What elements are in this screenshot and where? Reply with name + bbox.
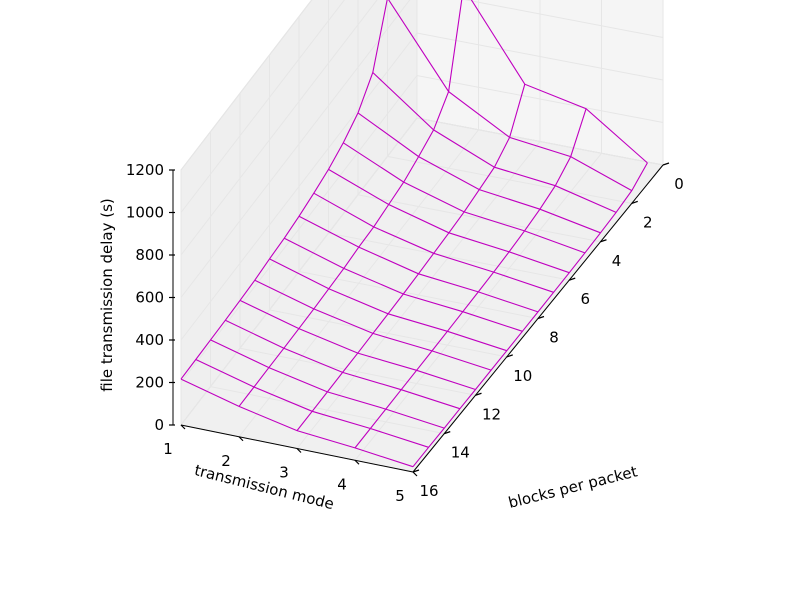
z-tick-label-4: 800 [135,246,164,264]
gridlines [180,0,664,473]
wire-mode-line-1 [238,0,463,407]
y-gridline-5 [269,54,507,358]
wire-block-line-5 [328,168,570,274]
y-gridline-6 [239,93,476,396]
y-tick-8 [412,469,420,473]
y-gridline-3 [328,0,570,281]
z-tick-label-3: 600 [135,289,164,307]
z-gridline-5 [180,0,345,213]
z-gridline-4 [180,0,378,256]
wire-block-line-8 [284,237,523,332]
z-tick-label-6: 1200 [126,161,164,179]
z-tick-label-5: 1000 [126,204,164,222]
x-tick-4 [412,471,418,477]
wire-block-line-10 [254,279,492,371]
y-tick-7 [444,431,451,435]
x-tick-label-3: 4 [337,475,347,493]
z-gridline-3 [180,0,664,298]
y-gridline-4 [298,16,539,319]
y-tick-label-4: 8 [549,329,559,347]
wire-block-line-7 [298,215,539,313]
y-tick-label-3: 6 [580,290,590,308]
wire-block-line-1 [388,0,633,192]
y-axis-label: blocks per packet [506,462,639,511]
z-tick-label-0: 0 [154,416,164,434]
z-gridline-6 [180,0,313,171]
z-axis-label: file transmission delay (s) [98,198,116,391]
tick-marks [169,162,670,477]
y-gridline-1 [387,0,632,204]
wire-mode-line-0 [180,0,388,380]
y-tick-label-2: 4 [612,252,622,270]
y-tick-4 [537,315,545,320]
wire-block-line-14 [195,359,429,448]
wire-block-line-13 [210,339,445,429]
y-gridline-2 [357,0,601,243]
x-tick-label-4: 5 [395,487,405,505]
y-tick-label-6: 12 [482,405,501,423]
y-gridline-7 [210,131,445,435]
z-tick-label-2: 400 [135,331,164,349]
wireframe-surface [180,0,648,468]
y-tick-5 [506,354,513,358]
y-tick-label-0: 0 [674,175,684,193]
wire-mode-line-3 [354,108,587,449]
x-tick-2 [296,448,302,453]
wire-block-line-4 [343,142,586,254]
axis-panes [180,0,664,473]
x-tick-label-1: 2 [221,452,231,470]
wire-mode-line-2 [296,84,526,431]
wire-block-line-11 [239,299,476,391]
y-tick-label-1: 2 [643,213,653,231]
x-tick-label-0: 1 [163,440,173,458]
x-tick-1 [238,436,244,442]
x-tick-3 [354,459,360,465]
y-tick-2 [600,239,607,243]
y-tick-6 [475,392,482,396]
wire-block-line-9 [269,258,507,352]
y-tick-label-5: 10 [513,367,532,385]
wire-block-line-2 [372,72,617,213]
y-tick-0 [662,162,670,166]
y-tick-3 [569,277,576,281]
wire-block-line-3 [357,112,601,234]
x-tick-0 [180,424,186,430]
x-tick-label-2: 3 [279,464,289,482]
wire-mode-line-4 [412,162,648,468]
y-tick-label-8: 16 [419,482,438,500]
y-tick-1 [631,200,638,204]
z-tick-label-1: 200 [135,374,164,392]
wire-block-line-15 [180,378,414,468]
x-axis-label: transmission mode [193,461,336,513]
y-gridline-0 [416,0,664,166]
wire-block-line-12 [225,319,461,410]
wire-block-line-0 [470,0,648,164]
y-tick-label-7: 14 [451,444,470,462]
wire-block-line-6 [313,192,554,293]
